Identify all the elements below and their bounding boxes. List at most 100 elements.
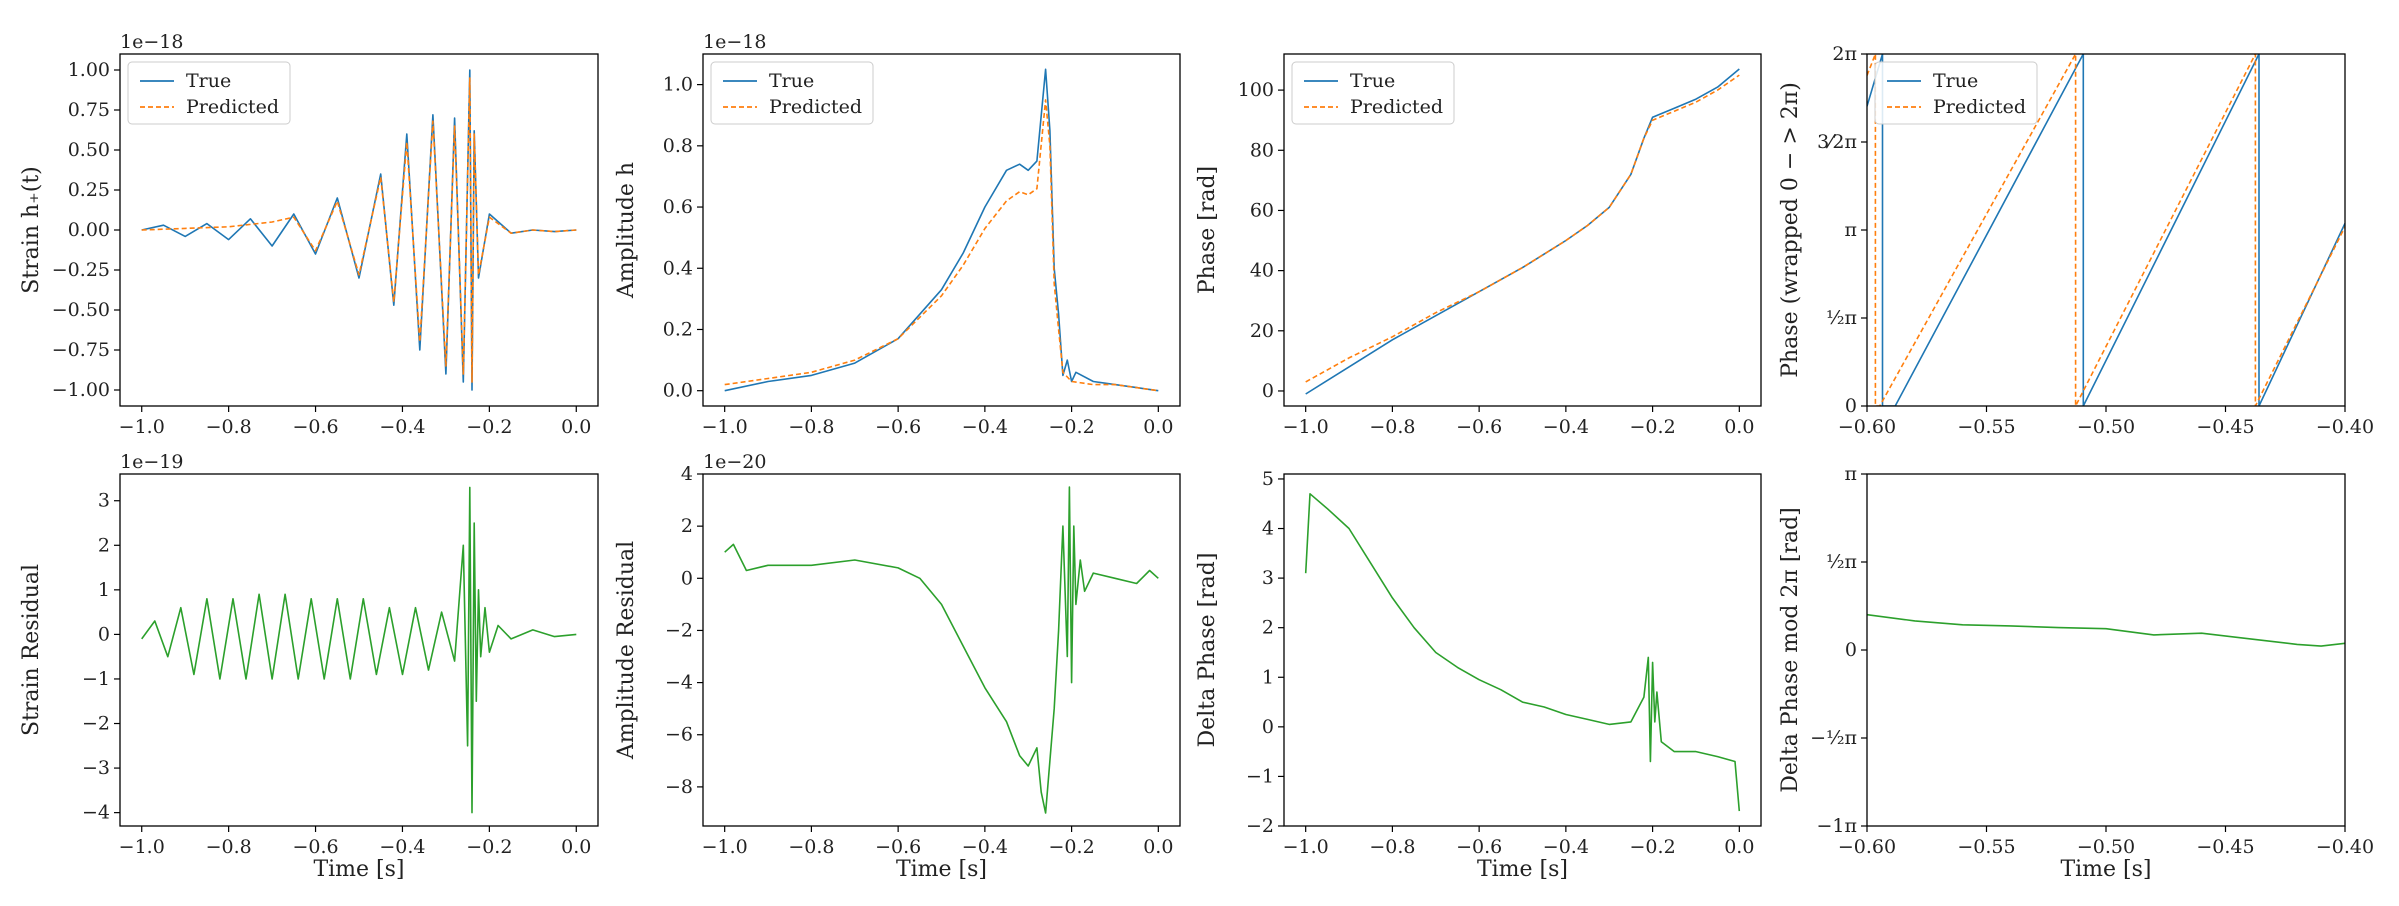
y-tick-label: 0 — [1262, 716, 1274, 738]
y-tick-label: 0.2 — [663, 318, 693, 340]
x-tick-label: −0.60 — [1838, 836, 1896, 858]
x-tick-label: −0.6 — [1456, 416, 1502, 438]
axes-frame — [702, 53, 1181, 407]
legend-label-true: True — [1350, 70, 1395, 92]
legend-label-true: True — [186, 70, 231, 92]
y-tick-label: ½π — [1826, 551, 1857, 573]
y-tick-label: 4 — [681, 463, 693, 485]
x-axis-label: Time [s] — [2060, 857, 2151, 882]
x-tick-label: 0.0 — [1724, 416, 1754, 438]
legend-label-true: True — [1933, 70, 1978, 92]
y-tick-label: 2 — [1262, 617, 1274, 639]
x-tick-label: −0.8 — [788, 836, 834, 858]
y-tick-label: 0 — [1845, 395, 1857, 417]
x-tick-label: −0.50 — [2077, 836, 2135, 858]
y-tick-label: 3 — [1262, 567, 1274, 589]
x-tick-label: −0.2 — [1630, 836, 1676, 858]
y-tick-label: 100 — [1238, 79, 1274, 101]
y-tick-label: 60 — [1250, 199, 1274, 221]
y-tick-label: 1 — [98, 579, 110, 601]
x-axis-label: Time [s] — [313, 857, 404, 882]
legend: True Predicted — [127, 61, 291, 125]
x-tick-label: −1.0 — [1283, 836, 1329, 858]
x-tick-label: −0.8 — [1369, 836, 1415, 858]
axis-offset-text: 1e−18 — [120, 31, 183, 53]
axis-offset-text: 1e−19 — [120, 451, 183, 473]
series-line-predicted — [1867, 54, 2345, 406]
x-axis-label: Time [s] — [896, 857, 987, 882]
series-line-predicted — [1305, 74, 1740, 383]
x-tick-label: 0.0 — [561, 836, 591, 858]
y-tick-label: −1π — [1817, 815, 1858, 837]
y-tick-label: −2 — [82, 713, 110, 735]
y-tick-label: −2 — [1246, 815, 1274, 837]
x-tick-label: 0.0 — [561, 416, 591, 438]
y-tick-label: 0.8 — [663, 135, 693, 157]
y-tick-label: 0.75 — [68, 99, 110, 121]
legend-frame — [1874, 61, 2038, 125]
y-tick-label: 20 — [1250, 320, 1274, 342]
y-axis-label: Strain h₊(t) — [19, 166, 44, 294]
y-tick-label: 0 — [1845, 639, 1857, 661]
x-tick-label: −0.2 — [466, 836, 512, 858]
y-tick-label: 0 — [1262, 380, 1274, 402]
legend-label-predicted: Predicted — [186, 96, 279, 118]
y-tick-label: ½π — [1826, 307, 1857, 329]
x-tick-label: −0.2 — [466, 416, 512, 438]
axes-frame — [702, 473, 1181, 827]
y-tick-label: −8 — [665, 776, 693, 798]
y-tick-label: 0.0 — [663, 380, 693, 402]
subplot-amplitude-residual: −1.0 −0.8 −0.6 −0.4 −0.2 0.0 −8 −6 −4 −2 0 2 4 Amplit… — [614, 451, 1181, 882]
y-tick-label: −4 — [82, 802, 110, 824]
x-tick-label: 0.0 — [1143, 836, 1173, 858]
x-tick-label: −0.55 — [1957, 416, 2015, 438]
series-line-residual — [1304, 493, 1741, 812]
axes-frame — [119, 473, 599, 827]
x-tick-label: −0.8 — [206, 416, 252, 438]
subplot-phase-wrapped: −0.60 −0.55 −0.50 −0.45 −0.40 0 ½π π 3⁄2π 2π Phase… — [1778, 43, 2374, 438]
y-tick-label: −1 — [82, 668, 110, 690]
x-tick-label: −1.0 — [1283, 416, 1329, 438]
x-tick-label: −1.0 — [119, 836, 165, 858]
y-axis-label: Amplitude h — [614, 162, 639, 299]
axis-offset-text: 1e−18 — [703, 31, 766, 53]
subplot-amplitude: −1.0 −0.8 −0.6 −0.4 −0.2 0.0 0.0 0.2 0.4 0.6 0.8 1.… — [614, 31, 1181, 438]
x-tick-label: −0.40 — [2316, 416, 2374, 438]
y-tick-label: 1 — [1262, 666, 1274, 688]
series-line-residual — [724, 486, 1159, 814]
y-tick-label: 40 — [1250, 260, 1274, 282]
y-tick-label: −0.75 — [52, 339, 110, 361]
y-tick-label: 0 — [98, 623, 110, 645]
y-tick-label: π — [1845, 463, 1858, 485]
y-axis-label: Strain Residual — [19, 564, 44, 736]
legend-label-predicted: Predicted — [1933, 96, 2026, 118]
x-tick-label: −0.4 — [1543, 836, 1589, 858]
x-tick-label: −0.55 — [1957, 836, 2015, 858]
legend-frame — [1291, 61, 1455, 125]
legend-label-predicted: Predicted — [769, 96, 862, 118]
series-line-predicted — [724, 99, 1159, 392]
x-tick-label: −0.45 — [2196, 416, 2254, 438]
x-tick-label: −0.2 — [1049, 836, 1095, 858]
x-tick-label: −0.6 — [875, 836, 921, 858]
axes-frame — [1283, 473, 1762, 827]
x-tick-label: −0.8 — [788, 416, 834, 438]
y-tick-label: −0.50 — [52, 299, 110, 321]
legend-label-true: True — [769, 70, 814, 92]
y-axis-label: Delta Phase mod 2π [rad] — [1778, 507, 1803, 793]
y-tick-label: 80 — [1250, 139, 1274, 161]
y-tick-label: 0 — [681, 567, 693, 589]
y-axis-label: Amplitude Residual — [614, 541, 639, 760]
x-tick-label: 0.0 — [1724, 836, 1754, 858]
x-tick-label: −0.6 — [875, 416, 921, 438]
y-axis-label: Delta Phase [rad] — [1195, 553, 1220, 748]
y-tick-label: −1 — [1246, 765, 1274, 787]
y-tick-label: π — [1845, 219, 1858, 241]
y-tick-label: −3 — [82, 757, 110, 779]
x-axis-label: Time [s] — [1477, 857, 1568, 882]
legend: True Predicted — [710, 61, 874, 125]
x-tick-label: −0.4 — [379, 416, 425, 438]
y-tick-label: 0.50 — [68, 139, 110, 161]
x-tick-label: −0.4 — [1543, 416, 1589, 438]
